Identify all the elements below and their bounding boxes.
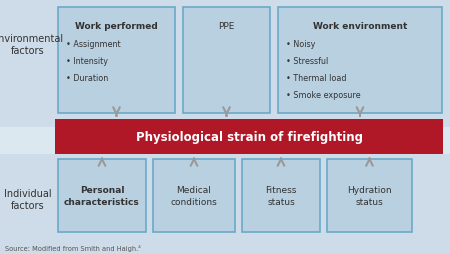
Text: • Assignment: • Assignment — [66, 40, 121, 49]
FancyBboxPatch shape — [153, 159, 235, 232]
Text: Physiological strain of firefighting: Physiological strain of firefighting — [135, 131, 363, 144]
Bar — [0, 0, 450, 128]
Text: Work environment: Work environment — [313, 22, 407, 31]
Text: • Noisy: • Noisy — [286, 40, 315, 49]
FancyBboxPatch shape — [327, 159, 412, 232]
Text: Environmental
factors: Environmental factors — [0, 34, 63, 56]
Text: • Smoke exposure: • Smoke exposure — [286, 91, 360, 100]
Text: PPE: PPE — [218, 22, 235, 31]
Bar — [0, 154, 450, 254]
Text: • Stressful: • Stressful — [286, 57, 328, 66]
FancyBboxPatch shape — [242, 159, 320, 232]
Text: Individual
factors: Individual factors — [4, 188, 52, 210]
Bar — [55, 120, 443, 154]
Text: • Duration: • Duration — [66, 74, 108, 83]
Text: Fitness
status: Fitness status — [266, 185, 297, 207]
Text: • Intensity: • Intensity — [66, 57, 108, 66]
Text: Personal
characteristics: Personal characteristics — [64, 185, 140, 207]
Text: Work performed: Work performed — [75, 22, 158, 31]
Text: Hydration
status: Hydration status — [347, 185, 392, 207]
Text: • Thermal load: • Thermal load — [286, 74, 346, 83]
Bar — [0, 128, 450, 154]
FancyBboxPatch shape — [183, 8, 270, 114]
FancyBboxPatch shape — [278, 8, 442, 114]
FancyBboxPatch shape — [58, 159, 146, 232]
Text: Source: Modified from Smith and Haigh.⁴: Source: Modified from Smith and Haigh.⁴ — [5, 244, 141, 251]
FancyBboxPatch shape — [58, 8, 175, 114]
Text: Medical
conditions: Medical conditions — [171, 185, 217, 207]
